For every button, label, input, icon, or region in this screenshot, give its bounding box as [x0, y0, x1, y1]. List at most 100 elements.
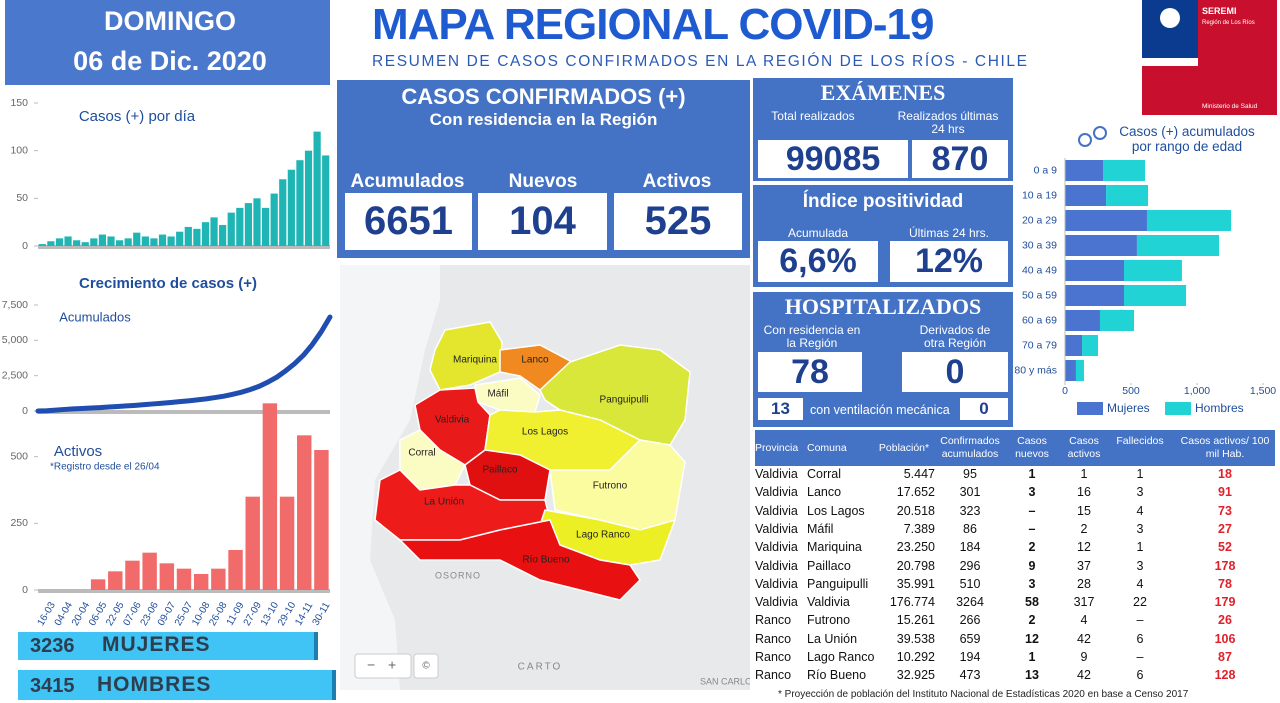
table-cell: 86: [963, 521, 977, 536]
table-cell: Paillaco: [807, 558, 851, 573]
table-cell: 106: [1214, 631, 1236, 646]
bar: [193, 574, 209, 590]
table-cell: 7.389: [903, 521, 935, 536]
table-cell: 266: [959, 613, 981, 628]
y-tick-label: 2,500: [2, 369, 28, 381]
table-cell: 323: [959, 503, 981, 518]
bar: [1103, 160, 1145, 181]
bar: [108, 571, 123, 590]
bar: [184, 226, 192, 246]
table-cell: 176.774: [889, 595, 935, 610]
bar: [1065, 210, 1147, 231]
chart-title: Casos (+) acumulados por rango de edad: [1119, 124, 1255, 154]
bar: [1065, 260, 1125, 281]
table-cell: –: [1136, 650, 1144, 664]
zoom-out[interactable]: −: [367, 657, 375, 673]
bar: [47, 241, 55, 246]
table-cell: 3: [1028, 576, 1036, 591]
hosp-label: Con residencia en la Región: [763, 323, 861, 350]
table-cell: 3264: [956, 595, 984, 610]
attribution-icon[interactable]: ©: [422, 661, 430, 672]
table-cell: 6: [1136, 631, 1144, 646]
commune-table: Provincia Comuna Población* Confirmados acu…: [755, 430, 1275, 687]
table-cell: 1: [1080, 467, 1088, 481]
bar: [193, 228, 201, 246]
table-cell: Panguipulli: [807, 576, 869, 591]
line: [35, 314, 333, 414]
commune-label: La Unión: [424, 497, 464, 508]
y-tick-label: 50: [16, 192, 28, 204]
table-cell: Valdivia: [755, 467, 798, 481]
bar: [1136, 235, 1220, 256]
table-cell: Mariquina: [807, 540, 862, 555]
chart-title: Casos (+) por día: [79, 108, 196, 125]
logo-region: Región de Los Ríos: [1202, 20, 1255, 26]
table-cell: 659: [959, 631, 981, 646]
table-cell: 184: [959, 540, 981, 555]
zoom-in[interactable]: +: [388, 657, 396, 673]
table-cell: Lago Ranco: [807, 650, 875, 664]
table-cell: 178: [1214, 558, 1236, 573]
table-cell: 12: [1025, 631, 1039, 646]
table-cell: 12: [1077, 540, 1091, 555]
table-cell: 4: [1080, 613, 1088, 628]
table-cell: Valdivia: [755, 485, 798, 500]
table-header: Casos activos: [1067, 435, 1101, 460]
y-tick-label: 0: [22, 584, 28, 596]
place-label: CARTO: [518, 662, 563, 673]
table-cell: 78: [1218, 576, 1232, 591]
table-cell: 6: [1136, 668, 1144, 683]
hospitalizados-title: HOSPITALIZADOS: [784, 294, 982, 319]
exam-value: 99085: [758, 140, 908, 178]
table-cell: 42: [1077, 631, 1091, 646]
chart-note: *Registro desde el 26/04: [50, 462, 160, 473]
bar: [176, 231, 184, 246]
table-cell: Valdivia: [755, 558, 798, 573]
positividad-value: 12%: [890, 241, 1008, 282]
table-cell: 15: [1077, 503, 1091, 518]
table-cell: 28: [1077, 576, 1091, 591]
table-cell: Valdivia: [807, 595, 850, 610]
commune-label: Máfil: [487, 389, 508, 400]
gender-count: 3236: [30, 635, 75, 657]
bar: [210, 217, 218, 246]
table-header: Fallecidos: [1116, 435, 1164, 447]
exam-value: 870: [912, 140, 1008, 178]
bar: [314, 450, 329, 590]
table-cell: –: [1136, 613, 1144, 628]
commune-label: Los Lagos: [522, 427, 568, 438]
table-cell: 4: [1136, 576, 1144, 591]
commune-label: Lago Ranco: [576, 530, 630, 541]
attribution-button[interactable]: [413, 653, 439, 679]
bar: [253, 198, 261, 246]
table-cell: 1: [1136, 467, 1144, 481]
positividad-label: Acumulada: [787, 226, 849, 240]
legend-swatch: [1077, 402, 1103, 415]
table-cell: 20.798: [896, 558, 935, 573]
stat-label: Activos: [642, 171, 712, 192]
x-tick-label: 500: [1122, 385, 1140, 397]
y-tick-label: 100: [10, 144, 28, 156]
table-cell: –: [1028, 521, 1036, 536]
series-label: Acumulados: [59, 309, 131, 324]
table-cell: Futrono: [807, 613, 851, 628]
table-cell: 17.652: [896, 485, 935, 500]
bar: [167, 236, 175, 246]
table-cell: 10.292: [896, 650, 935, 664]
table-cell: 91: [1218, 485, 1232, 500]
zoom-controls[interactable]: [354, 653, 412, 679]
bar: [1082, 335, 1098, 356]
table-cell: Lanco: [807, 485, 842, 500]
table-cell: 95: [963, 467, 977, 481]
bar: [236, 207, 244, 246]
hosp-value: 0: [902, 352, 1008, 392]
table-cell: 73: [1218, 503, 1232, 518]
bar: [1065, 310, 1100, 331]
logo-ministry: Ministerio de Salud: [1202, 103, 1258, 110]
commune-label: Futrono: [593, 481, 628, 492]
table-cell: 1: [1136, 540, 1144, 555]
y-tick-label: 70 a 79: [1022, 339, 1057, 351]
vent-value: 13: [758, 398, 803, 420]
table-cell: 128: [1214, 668, 1236, 683]
commune-label: Río Bueno: [522, 555, 570, 566]
